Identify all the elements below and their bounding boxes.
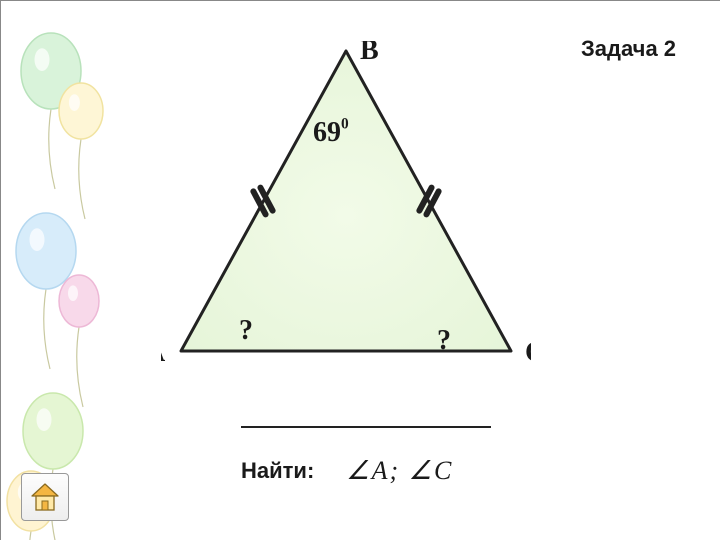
home-button[interactable]: [21, 473, 69, 521]
slide-container: Задача 2 ABC690?? Найти: ∠A; ∠C: [0, 0, 720, 540]
find-expression: ∠A; ∠C: [346, 456, 453, 486]
find-row: Найти: ∠A; ∠C: [241, 456, 541, 486]
answer-line: [241, 426, 491, 428]
svg-text:?: ?: [239, 315, 253, 346]
find-label: Найти:: [241, 458, 314, 484]
home-icon: [28, 482, 62, 512]
svg-text:C: C: [525, 337, 531, 368]
triangle-diagram: ABC690??: [161, 41, 531, 381]
balloons-decoration: [1, 1, 121, 540]
svg-text:B: B: [360, 41, 379, 66]
problem-number: Задача 2: [581, 36, 681, 61]
svg-text:?: ?: [437, 325, 451, 356]
svg-text:A: A: [161, 337, 166, 368]
